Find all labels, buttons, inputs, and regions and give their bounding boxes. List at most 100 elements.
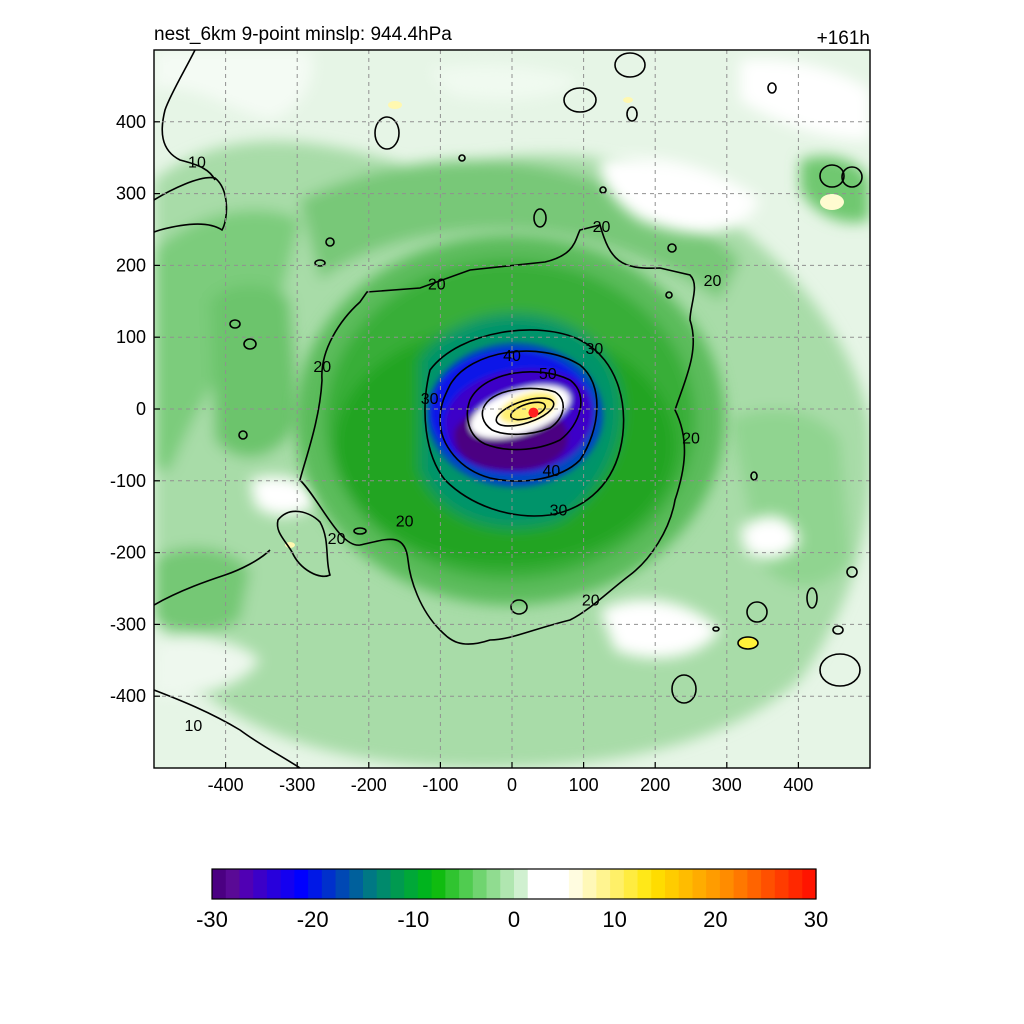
colorbar-swatch [349, 869, 364, 899]
contour-island-4 [841, 166, 863, 188]
colorbar-swatch [390, 869, 405, 899]
colorbar-swatch [417, 869, 433, 899]
contour-label: 20 [582, 592, 600, 609]
y-axis: -400 -300 -200 -100 0 100 200 300 400 [110, 112, 160, 706]
contour-label: 30 [550, 503, 568, 520]
contour-island-7 [614, 52, 646, 78]
contour-label: 40 [542, 463, 560, 480]
x-tick-label: 400 [783, 775, 813, 795]
contour-label: 20 [593, 219, 611, 236]
contour-80 [509, 401, 547, 421]
y-tick-label: -100 [110, 471, 146, 491]
colorbar-swatch [665, 869, 680, 899]
contour-label: 20 [328, 531, 346, 548]
chart-title: nest_6km 9-point minslp: 944.4hPa [154, 24, 452, 45]
x-tick-label: -100 [422, 775, 458, 795]
colorbar-swatch [431, 869, 446, 899]
contour-island-15 [737, 636, 759, 650]
colorbar-frame [211, 868, 817, 900]
x-tick-label: -400 [208, 775, 244, 795]
contour-10-topleft [161, 50, 216, 181]
contour-label: 20 [313, 359, 331, 376]
contour-island-28 [599, 186, 607, 194]
forecast-hour-label: +161h [817, 28, 870, 49]
y-tick-label: 0 [136, 399, 146, 419]
colorbar-swatch [541, 869, 556, 899]
x-tick-label: 100 [569, 775, 599, 795]
colorbar-swatch [719, 869, 735, 899]
colorbar-swatch [500, 869, 515, 899]
colorbar-swatch [692, 869, 707, 899]
colorbar-tick-label: 20 [703, 907, 727, 932]
colorbar-swatch [788, 869, 803, 899]
contour-island-9 [229, 319, 241, 329]
contour-island-13 [671, 674, 697, 704]
colorbar-swatch [802, 869, 817, 899]
colorbar-swatch [706, 869, 721, 899]
contour-20-outer [299, 224, 696, 645]
colorbar: -30 -20 -10 0 10 20 30 [196, 868, 828, 932]
contour-30 [424, 329, 625, 517]
colorbar-swatch [774, 869, 790, 899]
contour-label: 30 [585, 341, 603, 358]
storm-center-marker [528, 407, 539, 418]
colorbar-tick-label: 30 [804, 907, 828, 932]
storm-center-layer [528, 407, 539, 418]
contour-50 [466, 371, 582, 451]
x-tick-label: 200 [640, 775, 670, 795]
contour-island-18 [846, 566, 858, 578]
colorbar-swatch [582, 869, 597, 899]
x-tick-label: 300 [712, 775, 742, 795]
colorbar-swatch [514, 869, 529, 899]
small-yellow-patches [285, 97, 844, 649]
colorbar-swatch [678, 869, 694, 899]
colorbar-tick-label: -20 [297, 907, 329, 932]
contour-label: 20 [704, 273, 722, 290]
contour-island-19 [767, 82, 777, 94]
contour-island-1 [374, 116, 400, 150]
colorbar-swatch [472, 869, 488, 899]
colorbar-swatch [266, 869, 282, 899]
contour-island-27 [712, 626, 720, 632]
contour-lines [154, 50, 863, 768]
colorbar-swatch [637, 869, 652, 899]
contour-island-21 [325, 237, 335, 247]
colorbar-swatch [596, 869, 611, 899]
y-tick-label: -200 [110, 543, 146, 563]
plot-field: 10 10 20 20 20 20 20 20 20 20 30 30 30 40 40 50 [154, 50, 870, 768]
colorbar-swatch [733, 869, 748, 899]
contour-island-8 [243, 338, 257, 350]
contour-island-24 [667, 243, 677, 253]
contour-label: 40 [503, 348, 521, 365]
colorbar-swatch [376, 869, 392, 899]
contour-island-14 [819, 653, 861, 687]
contour-10-nw [154, 176, 228, 233]
y-tick-label: -400 [110, 686, 146, 706]
colorbar-swatch [335, 869, 350, 899]
colorbar-swatch [568, 869, 584, 899]
contour-label: 20 [428, 276, 446, 293]
colorbar-swatch [459, 869, 474, 899]
contour-label: 10 [184, 718, 202, 735]
contour-island-11 [746, 601, 768, 623]
contour-label: 50 [539, 366, 557, 383]
contour-island-6 [626, 106, 638, 122]
clear-areas [154, 50, 870, 697]
contour-island-20 [314, 259, 326, 267]
colorbar-swatch [363, 869, 378, 899]
colorbar-swatch [486, 869, 501, 899]
x-tick-label: 0 [507, 775, 517, 795]
contour-island-2 [533, 208, 547, 228]
colorbar-tick-label: 0 [508, 907, 520, 932]
contour-70 [495, 397, 555, 427]
colorbar-swatch [212, 869, 227, 899]
contour-island-12 [806, 587, 818, 609]
x-tick-label: -200 [351, 775, 387, 795]
contour-label-layer: 10 10 20 20 20 20 20 20 20 20 30 30 30 40 40 50 [184, 154, 722, 735]
colorbar-swatch [321, 869, 337, 899]
colorbar-swatch [253, 869, 268, 899]
contour-island-10 [510, 599, 528, 615]
contour-island-5 [563, 87, 597, 113]
contour-island-25 [665, 291, 673, 299]
contour-label: 30 [421, 391, 439, 408]
